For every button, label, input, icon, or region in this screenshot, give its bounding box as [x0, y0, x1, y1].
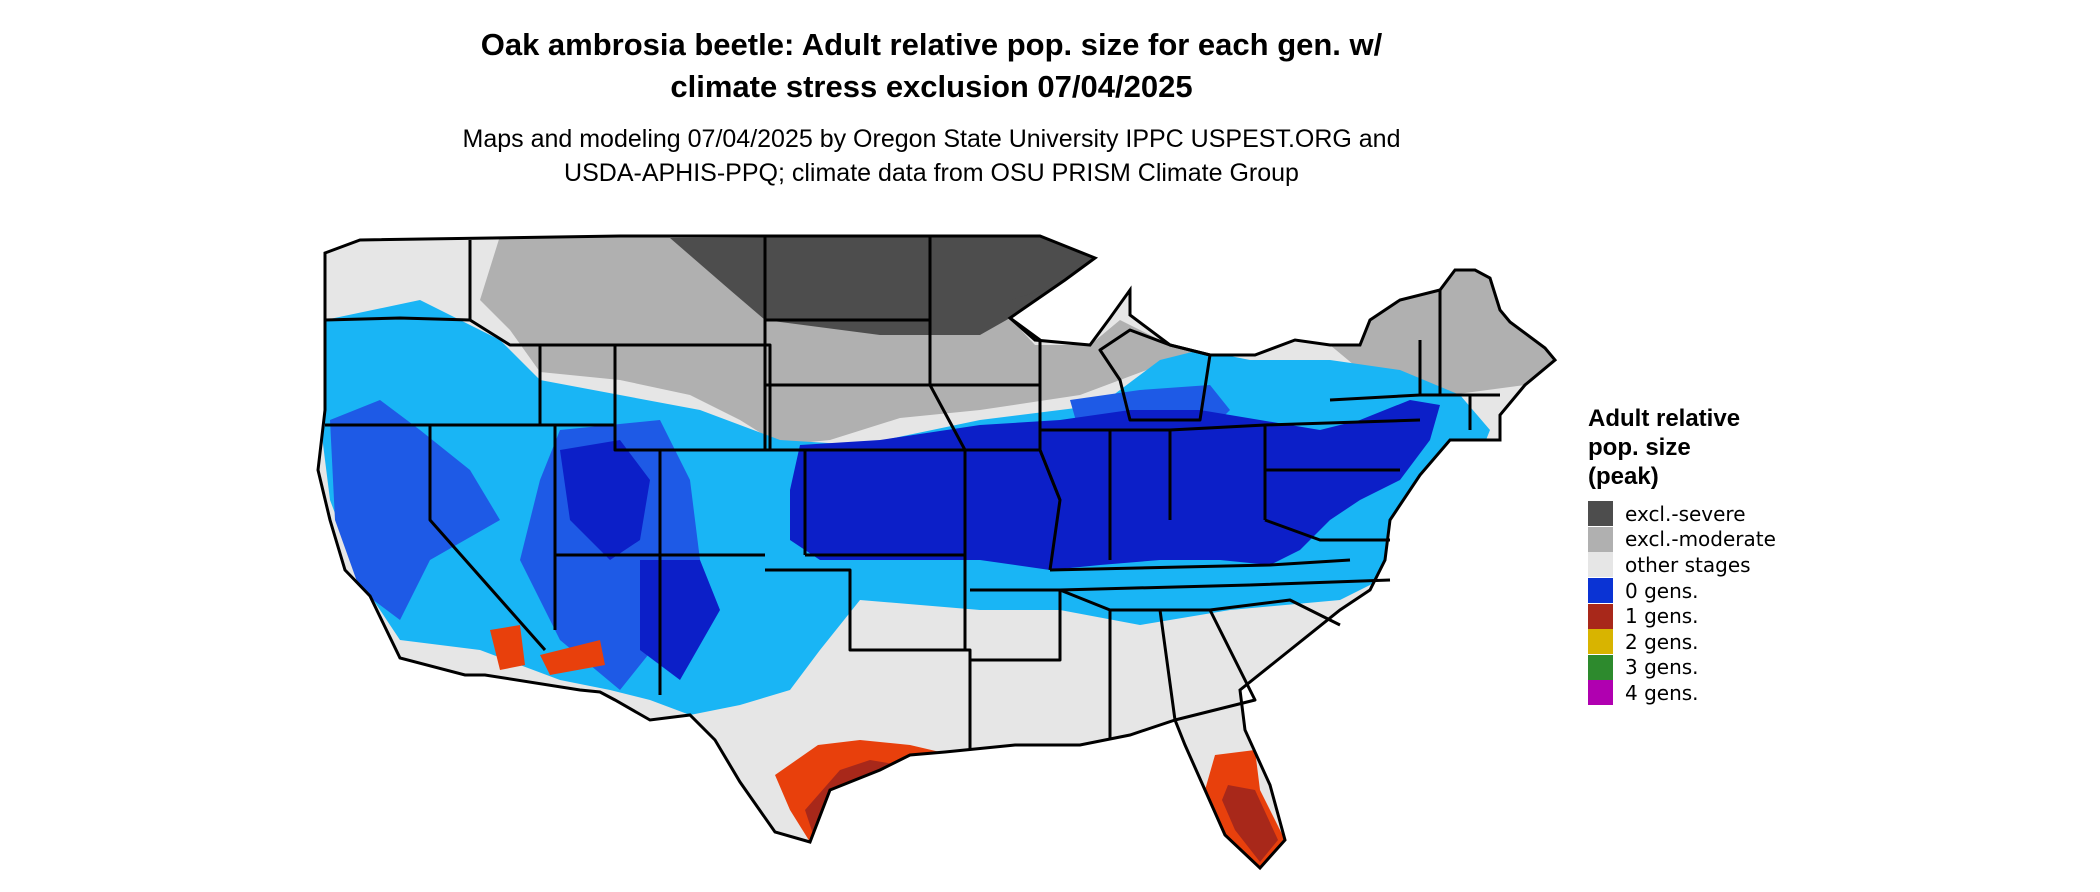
legend-item: 2 gens.	[1588, 629, 1776, 655]
legend-swatch	[1588, 501, 1613, 527]
legend-label: excl.-moderate	[1625, 527, 1776, 552]
legend-item: excl.-moderate	[1588, 526, 1776, 553]
state-border-ar-la	[970, 588, 1062, 662]
legend-label: other stages	[1625, 552, 1751, 577]
legend-item: 0 gens.	[1588, 578, 1776, 604]
legend-swatch	[1588, 552, 1613, 578]
legend-items: excl.-severe excl.-moderate other stages 0 …	[1588, 501, 1776, 706]
state-border-ms-al-ga	[1059, 588, 1257, 740]
legend: Adult relative pop. size (peak) excl.-se…	[1588, 404, 1776, 706]
state-border-id-mt	[468, 240, 540, 347]
legend-swatch	[1588, 654, 1613, 680]
legend-label: 2 gens.	[1625, 629, 1699, 654]
region-excl-moderate-northeast	[1330, 270, 1555, 395]
state-border-ok-tx	[765, 568, 972, 750]
legend-title-line-3: (peak)	[1588, 463, 1659, 490]
map-subtitle: Maps and modeling 07/04/2025 by Oregon S…	[0, 122, 1863, 190]
legend-swatch	[1588, 629, 1613, 655]
map-title: Oak ambrosia beetle: Adult relative pop.…	[0, 24, 1863, 108]
state-border-mi	[1098, 328, 1212, 422]
legend-item: 3 gens.	[1588, 654, 1776, 681]
region-one-gen-florida-dark	[1222, 785, 1278, 862]
legend-label: 0 gens.	[1625, 578, 1699, 603]
us-map	[316, 234, 1557, 870]
state-border-oh-pa	[1169, 418, 1421, 520]
state-border-nv-ca	[428, 425, 547, 651]
legend-label: excl.-severe	[1625, 501, 1746, 526]
legend-swatch	[1588, 680, 1613, 706]
state-border-ky-tn	[1049, 558, 1351, 592]
legend-title-line-2: pop. size	[1588, 434, 1691, 461]
map-title-line-2: climate stress exclusion 07/04/2025	[670, 69, 1193, 104]
legend-item: excl.-severe	[1588, 501, 1776, 527]
map-subtitle-line-2: USDA-APHIS-PPQ; climate data from OSU PR…	[564, 159, 1299, 187]
state-borders	[324, 236, 1500, 750]
legend-label: 3 gens.	[1625, 655, 1699, 680]
legend-swatch	[1588, 603, 1613, 629]
state-border-id-ut	[538, 345, 615, 427]
legend-swatch	[1588, 526, 1613, 552]
legend-item: 1 gens.	[1588, 603, 1776, 629]
region-one-gen-arizona	[490, 625, 605, 675]
state-border-ny-ne	[1329, 290, 1500, 430]
legend-item: 4 gens.	[1588, 680, 1776, 706]
legend-title: Adult relative pop. size (peak)	[1588, 404, 1776, 491]
state-border-wa-or	[324, 316, 471, 322]
legend-item: other stages	[1588, 552, 1776, 578]
legend-label: 1 gens.	[1625, 604, 1699, 629]
legend-label: 4 gens.	[1625, 680, 1699, 705]
map-title-line-1: Oak ambrosia beetle: Adult relative pop.…	[480, 27, 1383, 62]
region-excl-severe	[670, 236, 1095, 335]
state-border-sc-ga	[1209, 598, 1341, 627]
region-zero-gens-dark	[560, 400, 1440, 680]
state-border-va-nc	[1249, 518, 1391, 587]
state-border-nd-sd-ne-ks	[763, 236, 965, 557]
legend-title-line-1: Adult relative	[1588, 405, 1741, 432]
legend-swatch	[1588, 578, 1613, 604]
map-subtitle-line-1: Maps and modeling 07/04/2025 by Oregon S…	[462, 125, 1401, 153]
